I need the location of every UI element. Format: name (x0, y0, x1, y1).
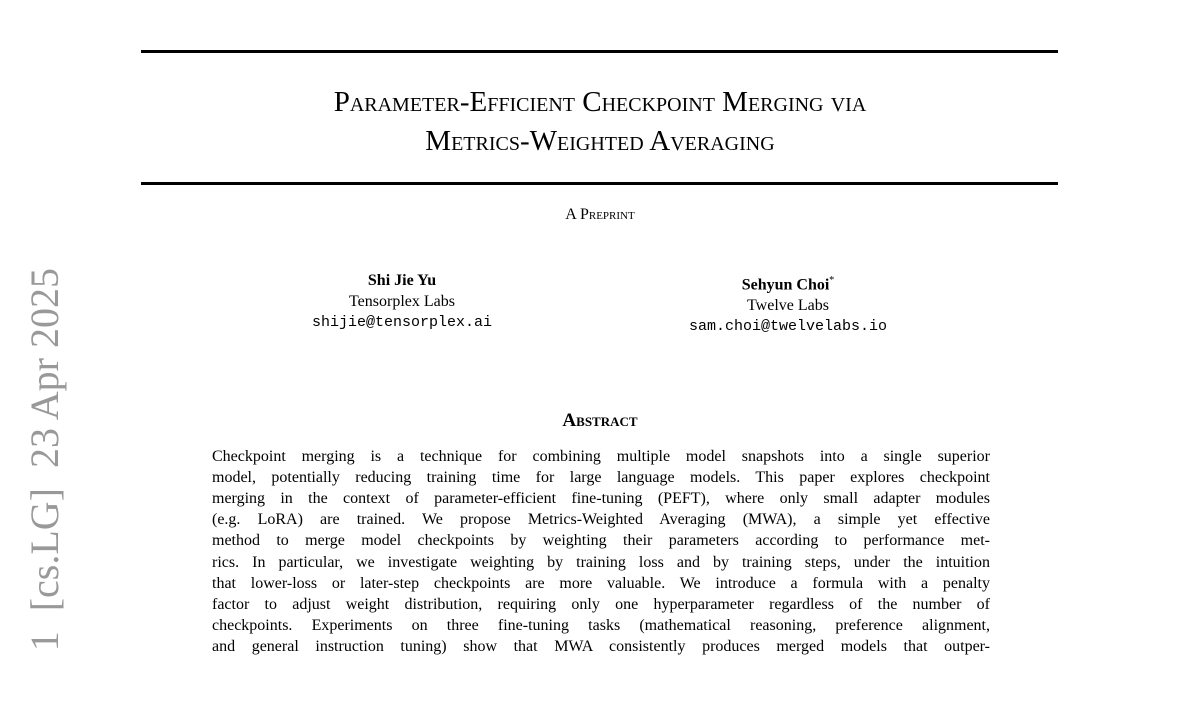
top-rule (141, 50, 1058, 53)
abstract-line: checkpoints. Experiments on three fine-t… (212, 616, 990, 634)
abstract-line: that lower-loss or later-step checkpoint… (212, 574, 990, 592)
author-email: sam.choi@twelvelabs.io (688, 318, 888, 336)
abstract-line: model, potentially reducing training tim… (212, 469, 990, 487)
author-block: Shi Jie Yu Tensorplex Labs shijie@tensor… (202, 270, 602, 333)
abstract-line: Checkpoint merging is a technique for co… (212, 448, 990, 465)
bottom-rule (141, 182, 1058, 185)
abstract-line: merging in the context of parameter-effi… (212, 490, 990, 508)
title-line: Parameter-Efficient Checkpoint Merging v… (333, 86, 867, 118)
author-name: Shi Jie Yu (367, 272, 437, 289)
author-marker: * (829, 275, 835, 286)
author-affiliation: Twelve Labs (747, 297, 829, 315)
abstract-line: and general instruction tuning) show tha… (212, 637, 990, 655)
abstract-line: factor to adjust weight distribution, re… (212, 595, 990, 613)
author-email: shijie@tensorplex.ai (311, 314, 493, 331)
author-affiliation: Tensorplex Labs (349, 293, 455, 310)
abstract-line: rics. In particular, we investigate weig… (212, 553, 990, 571)
abstract-line: method to merge model checkpoints by wei… (212, 532, 990, 550)
preprint-label: A Preprint (565, 206, 635, 223)
page: 1 [cs.LG] 23 Apr 2025 Parameter-Efficien… (22, 50, 1058, 655)
author-block: Sehyun Choi* Twelve Labs sam.choi@twelve… (588, 270, 988, 337)
arxiv-stamp: 1 [cs.LG] 23 Apr 2025 (22, 268, 67, 652)
author-name-row: Sehyun Choi* (588, 270, 988, 295)
title-line: Metrics-Weighted Averaging (425, 125, 775, 157)
abstract-line: (e.g. LoRA) are trained. We propose Metr… (212, 511, 990, 529)
author-name: Sehyun Choi (741, 276, 830, 294)
abstract-heading: Abstract (562, 410, 638, 431)
